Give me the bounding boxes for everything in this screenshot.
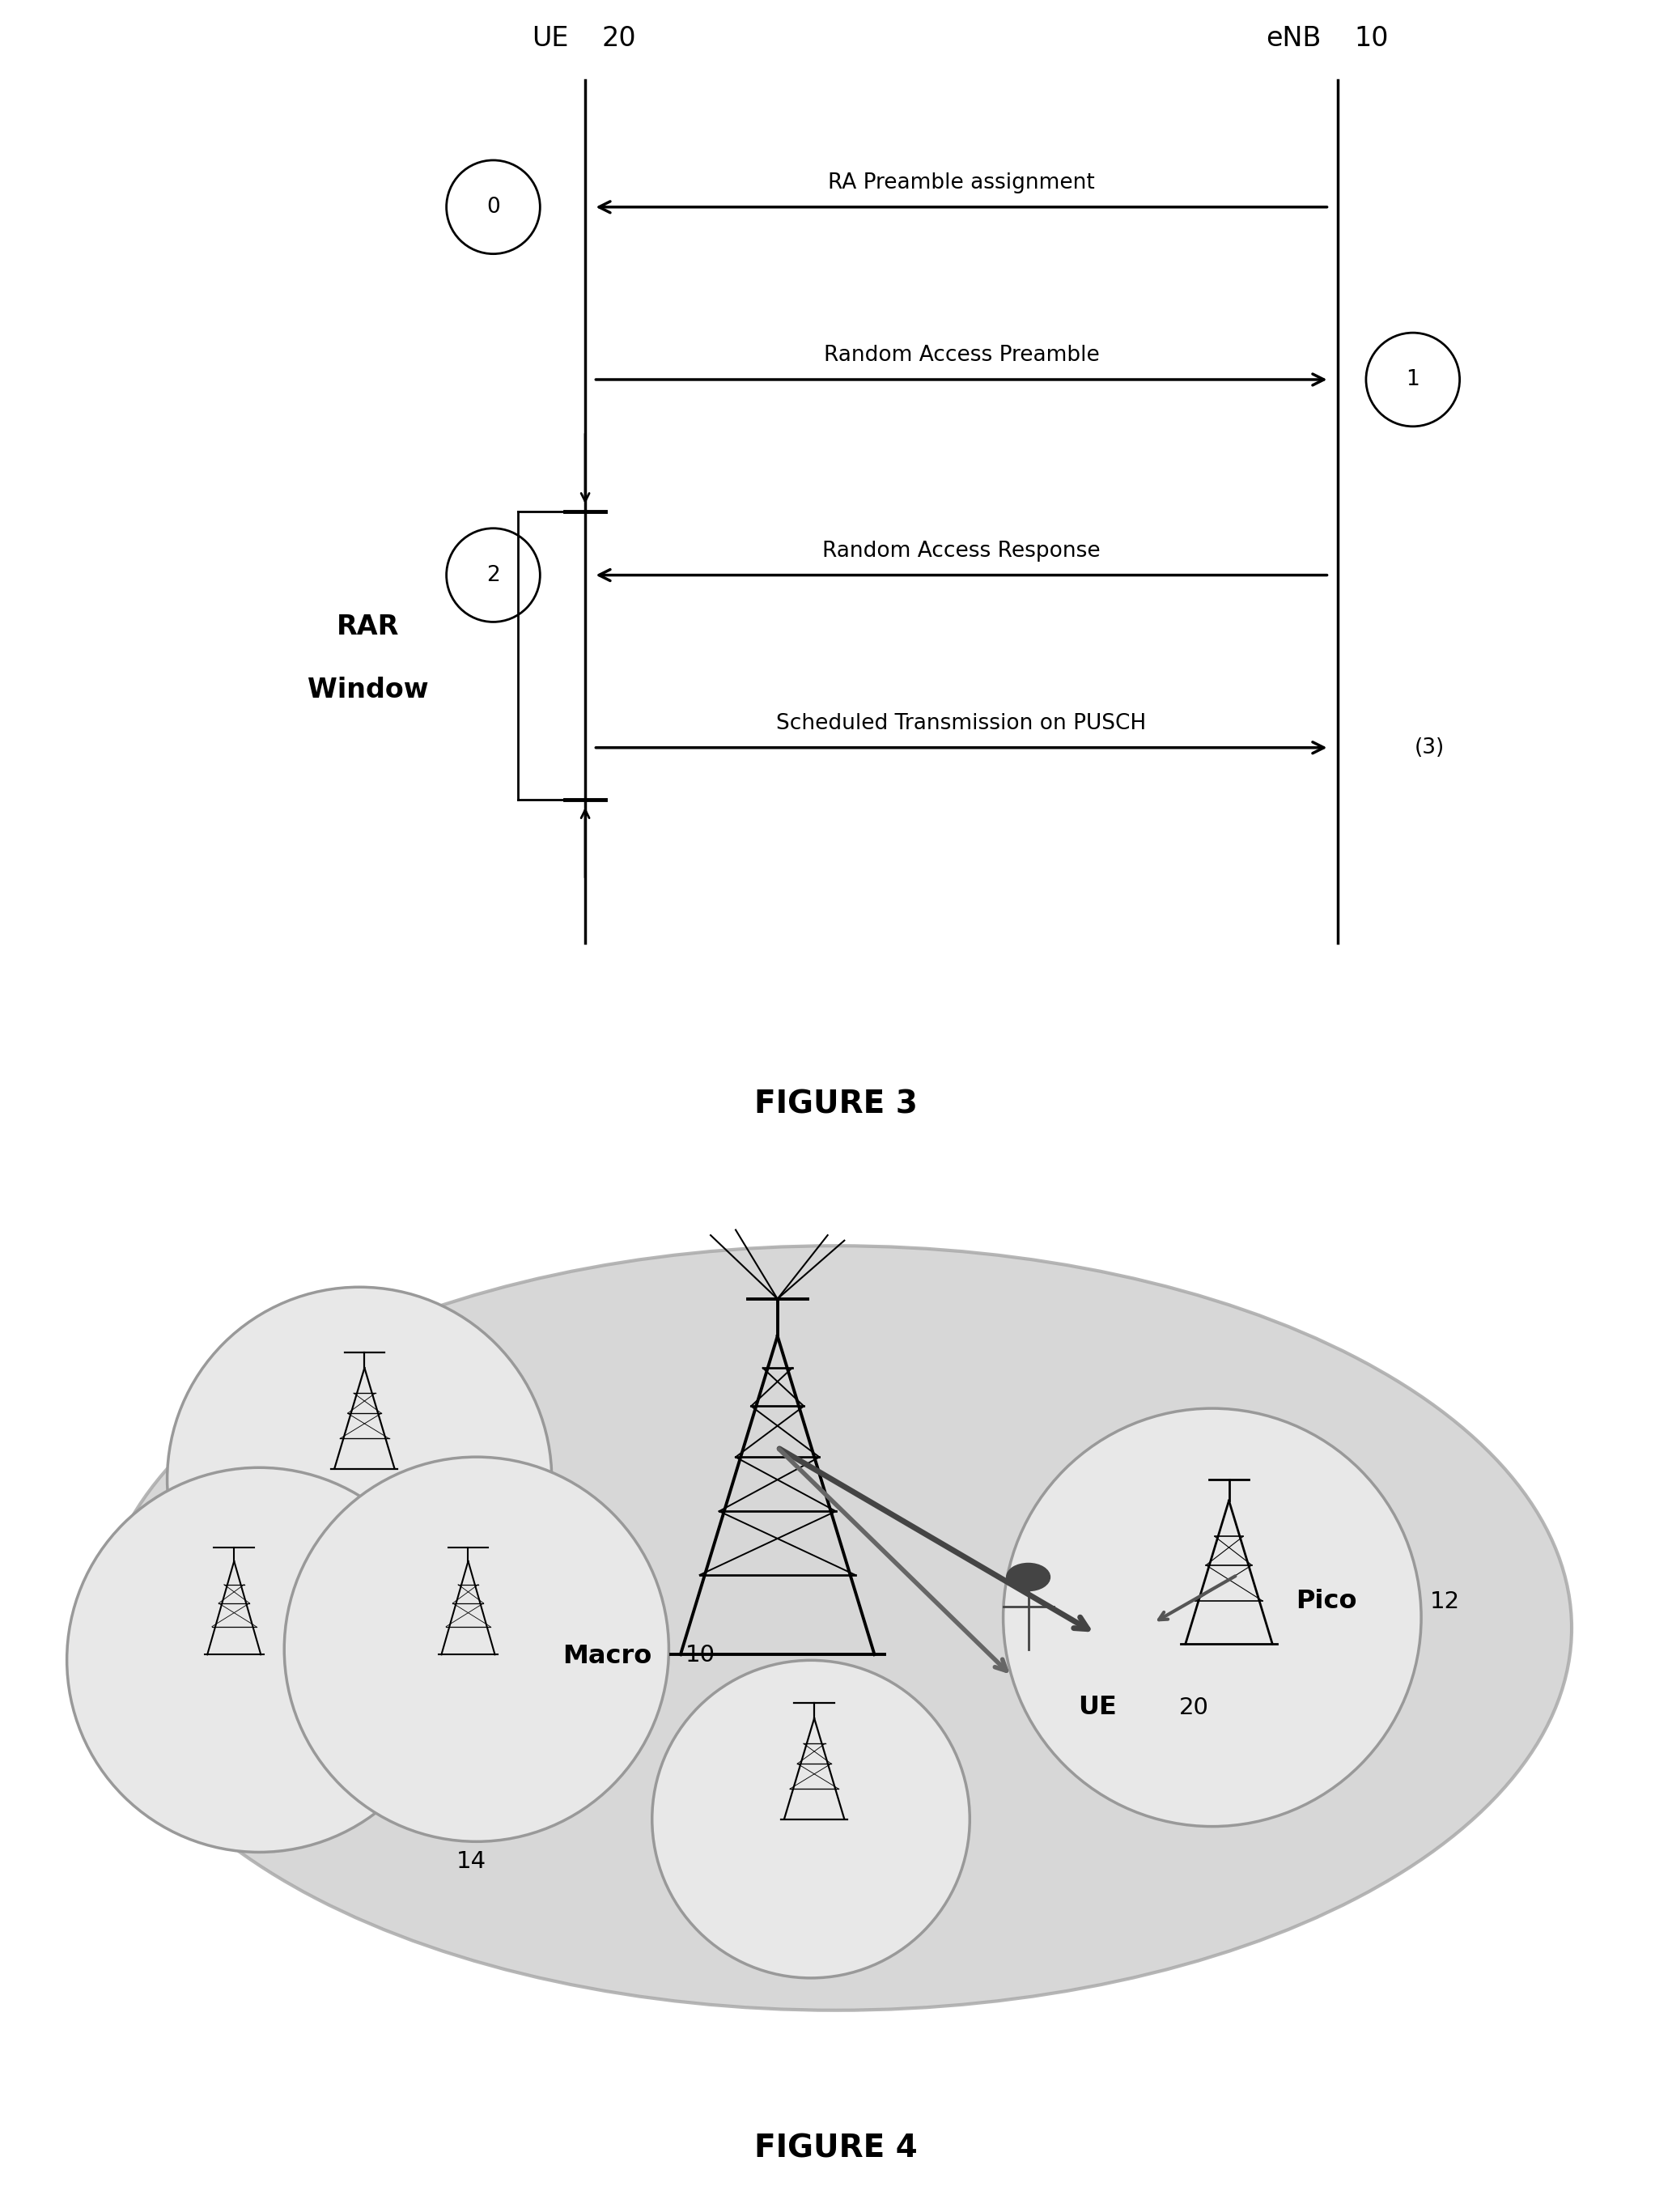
Circle shape xyxy=(1007,1564,1050,1590)
Text: RAR: RAR xyxy=(336,613,400,639)
Text: Random Access Response: Random Access Response xyxy=(823,540,1100,562)
Text: eNB: eNB xyxy=(1266,24,1321,51)
Text: (3): (3) xyxy=(1415,737,1445,759)
Text: 0: 0 xyxy=(487,197,500,217)
Text: 1: 1 xyxy=(1406,369,1420,389)
Text: FIGURE 3: FIGURE 3 xyxy=(754,1088,918,1119)
Text: Scheduled Transmission on PUSCH: Scheduled Transmission on PUSCH xyxy=(776,712,1147,734)
Ellipse shape xyxy=(284,1458,669,1843)
Ellipse shape xyxy=(167,1287,552,1672)
Ellipse shape xyxy=(652,1661,970,1978)
Text: UE: UE xyxy=(1078,1694,1117,1721)
Text: 10: 10 xyxy=(686,1644,716,1666)
Text: Macro: Macro xyxy=(563,1644,652,1670)
Text: RA Preamble assignment: RA Preamble assignment xyxy=(828,173,1095,192)
Text: 10: 10 xyxy=(1354,24,1389,51)
Text: FIGURE 4: FIGURE 4 xyxy=(754,2132,918,2163)
Ellipse shape xyxy=(100,1245,1572,2011)
Text: 20: 20 xyxy=(602,24,637,51)
Text: 14: 14 xyxy=(456,1849,487,1874)
Ellipse shape xyxy=(1003,1409,1421,1827)
Ellipse shape xyxy=(67,1467,451,1851)
Text: 20: 20 xyxy=(1179,1697,1209,1719)
Text: Pico: Pico xyxy=(1296,1588,1358,1615)
Text: Random Access Preamble: Random Access Preamble xyxy=(824,345,1099,365)
Text: 2: 2 xyxy=(487,564,500,586)
Text: UE: UE xyxy=(532,24,568,51)
Text: Window: Window xyxy=(308,677,428,703)
Text: 12: 12 xyxy=(1430,1590,1460,1613)
